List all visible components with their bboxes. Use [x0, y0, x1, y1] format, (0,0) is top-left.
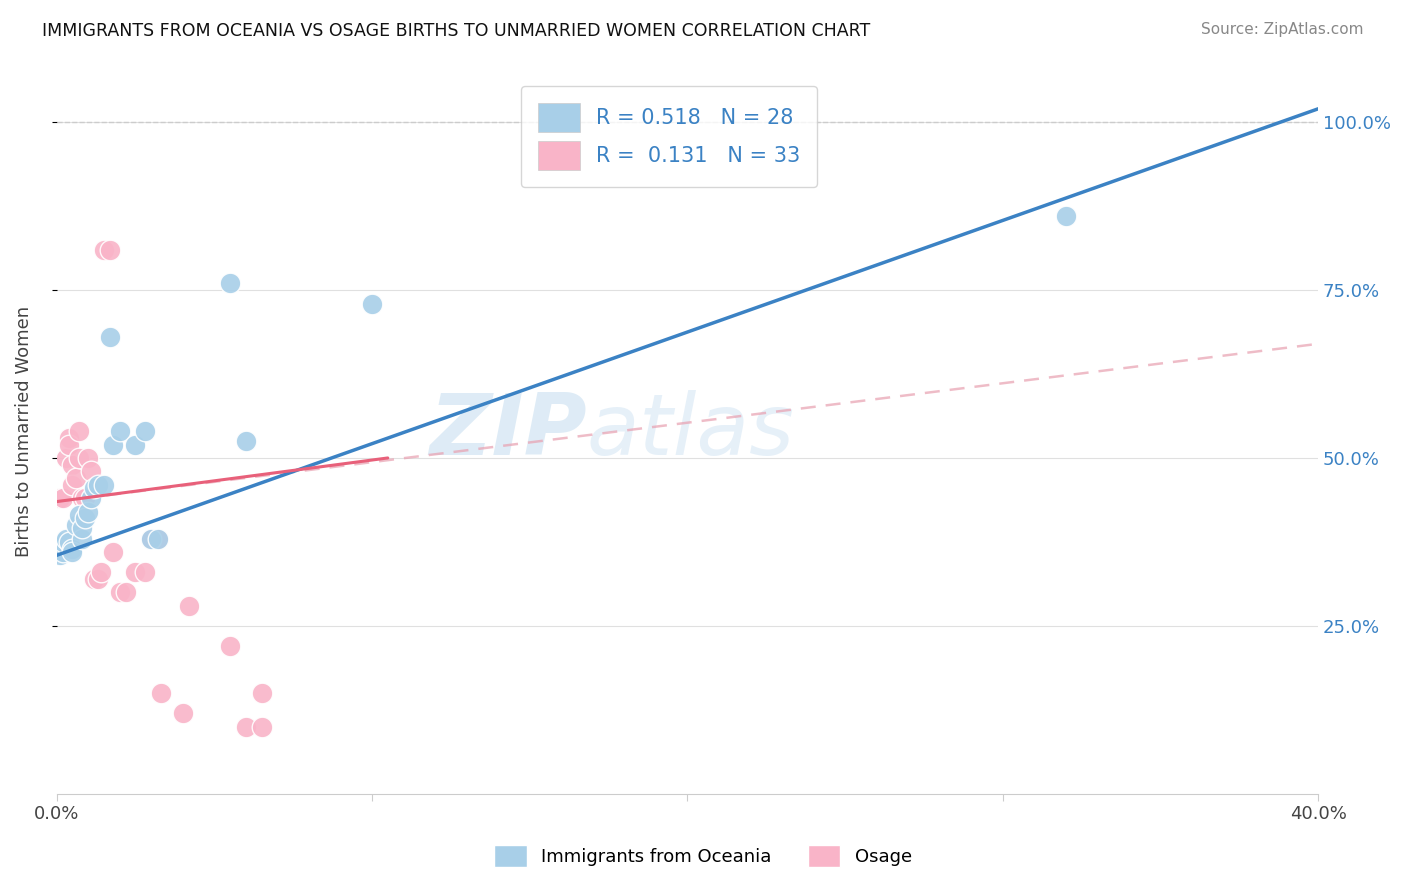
Point — [98, 330, 121, 344]
Point — [60, 458, 83, 472]
Legend: Immigrants from Oceania, Osage: Immigrants from Oceania, Osage — [486, 838, 920, 874]
Point — [70, 491, 93, 506]
Point — [141, 532, 163, 546]
Point — [177, 599, 200, 613]
Legend: R = 0.518   N = 28, R =  0.131   N = 33: R = 0.518 N = 28, R = 0.131 N = 33 — [522, 87, 817, 186]
Point — [134, 565, 156, 579]
Point — [108, 424, 131, 438]
Text: atlas: atlas — [586, 390, 794, 473]
Point — [73, 511, 96, 525]
Point — [93, 243, 115, 257]
Point — [70, 532, 93, 546]
Point — [49, 491, 72, 506]
Point — [250, 719, 273, 733]
Point — [65, 471, 87, 485]
Point — [103, 437, 125, 451]
Point — [235, 719, 257, 733]
Point — [124, 565, 146, 579]
Text: ZIP: ZIP — [429, 390, 586, 473]
Point — [124, 437, 146, 451]
Point — [55, 532, 77, 546]
Point — [80, 491, 103, 506]
Point — [67, 450, 90, 465]
Point — [60, 545, 83, 559]
Point — [73, 491, 96, 506]
Point — [86, 572, 108, 586]
Point — [49, 549, 72, 563]
Point — [250, 686, 273, 700]
Point — [65, 518, 87, 533]
Point — [90, 565, 112, 579]
Point — [103, 545, 125, 559]
Point — [77, 450, 100, 465]
Point — [52, 534, 75, 549]
Point — [52, 545, 75, 559]
Point — [58, 437, 80, 451]
Point — [235, 434, 257, 449]
Point — [98, 243, 121, 257]
Point — [80, 464, 103, 478]
Point — [146, 532, 169, 546]
Point — [83, 572, 105, 586]
Point — [361, 296, 384, 310]
Point — [172, 706, 194, 720]
Point — [58, 431, 80, 445]
Point — [86, 478, 108, 492]
Point — [52, 491, 75, 506]
Point — [219, 277, 242, 291]
Point — [77, 505, 100, 519]
Point — [83, 481, 105, 495]
Point — [146, 532, 169, 546]
Point — [1054, 209, 1077, 223]
Point — [60, 541, 83, 556]
Point — [58, 534, 80, 549]
Point — [55, 450, 77, 465]
Point — [67, 424, 90, 438]
Text: IMMIGRANTS FROM OCEANIA VS OSAGE BIRTHS TO UNMARRIED WOMEN CORRELATION CHART: IMMIGRANTS FROM OCEANIA VS OSAGE BIRTHS … — [42, 22, 870, 40]
Point — [115, 585, 138, 599]
Point — [219, 639, 242, 653]
Point — [93, 478, 115, 492]
Text: Source: ZipAtlas.com: Source: ZipAtlas.com — [1201, 22, 1364, 37]
Point — [70, 521, 93, 535]
Y-axis label: Births to Unmarried Women: Births to Unmarried Women — [15, 306, 32, 557]
Point — [149, 686, 172, 700]
Point — [60, 478, 83, 492]
Point — [108, 585, 131, 599]
Point — [67, 508, 90, 522]
Point — [141, 532, 163, 546]
Point — [134, 424, 156, 438]
